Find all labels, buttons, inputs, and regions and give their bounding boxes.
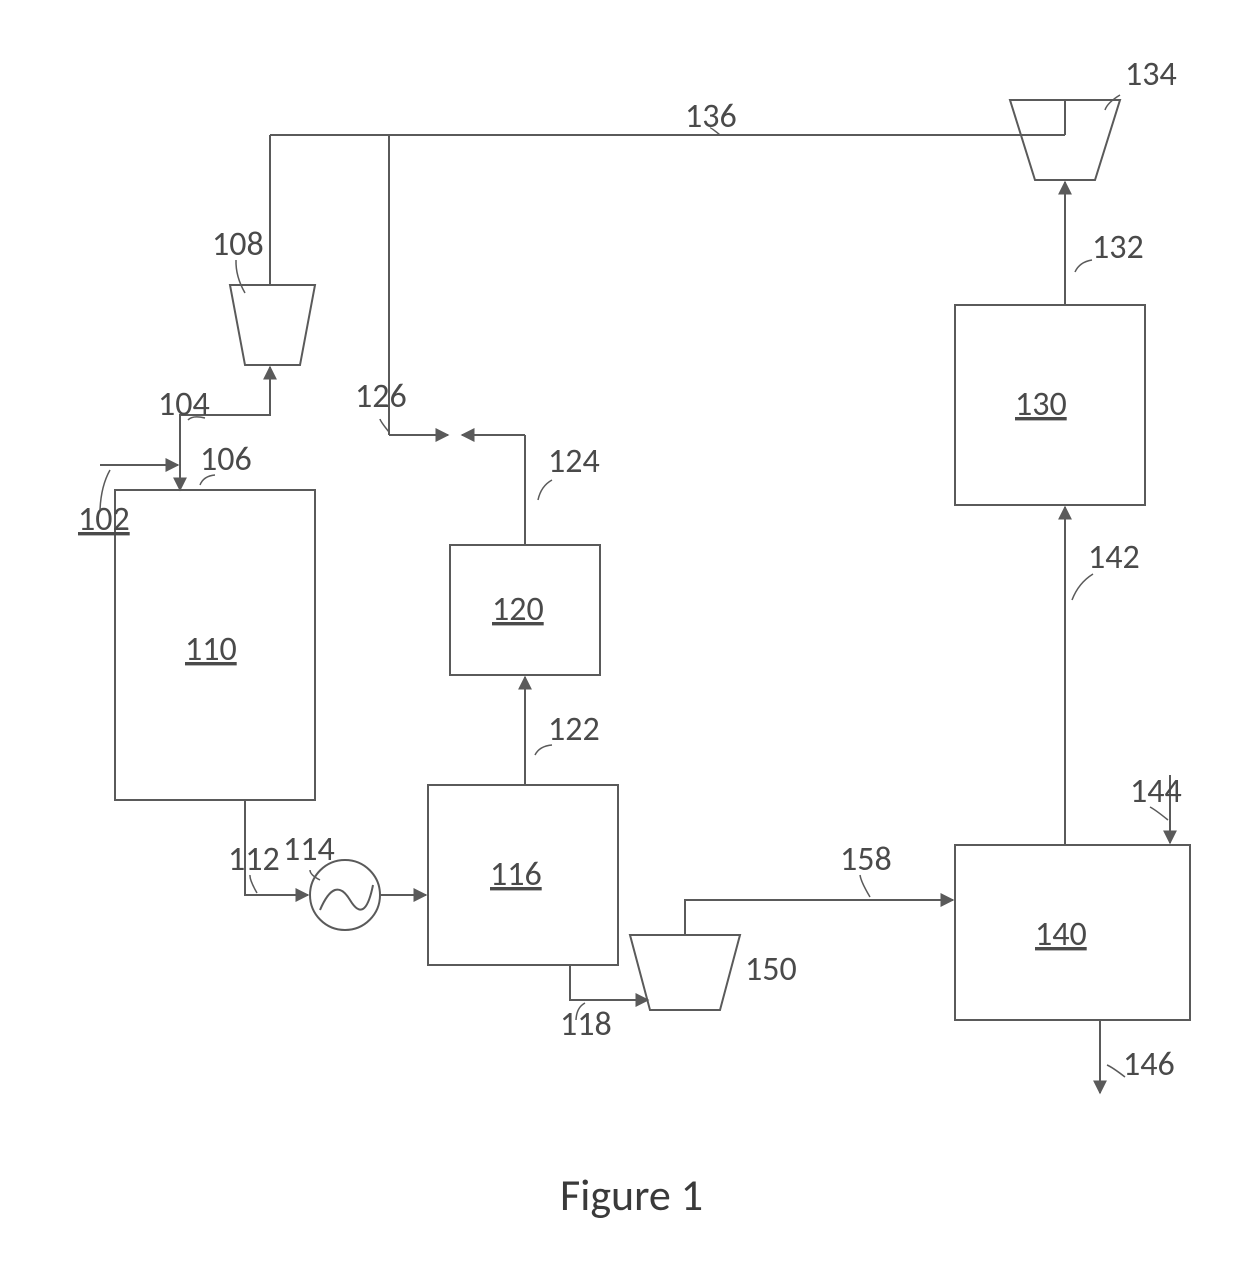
hx-squiggle-114 [320,885,373,910]
label-116: 116 [490,854,542,895]
label-134: 134 [1125,54,1177,95]
label-124: 124 [548,441,600,482]
label-150: 150 [745,949,797,990]
label-108: 108 [212,224,264,265]
label-142: 142 [1088,537,1140,578]
block-108 [230,285,315,365]
label-118: 118 [560,1004,612,1045]
block-150 [630,935,740,1010]
label-130: 130 [1015,384,1067,425]
leader-126 [380,419,389,432]
block-114 [310,860,380,930]
label-144: 144 [1130,771,1182,812]
label-114: 114 [283,829,335,870]
label-120: 120 [492,589,544,630]
figure-caption: Figure 1 [560,1168,703,1222]
label-112: 112 [228,839,280,880]
stream-118 [570,965,648,1000]
label-132: 132 [1092,227,1144,268]
stream-158 [685,900,953,935]
label-126: 126 [355,376,407,417]
leader-124 [538,480,552,500]
label-102: 102 [78,499,130,540]
label-122: 122 [548,709,600,750]
label-158: 158 [840,839,892,880]
label-140: 140 [1035,914,1087,955]
label-104: 104 [158,384,210,425]
label-106: 106 [200,439,252,480]
label-146: 146 [1123,1044,1175,1085]
leader-132 [1075,260,1092,272]
label-136: 136 [685,96,737,137]
label-110: 110 [185,629,237,670]
